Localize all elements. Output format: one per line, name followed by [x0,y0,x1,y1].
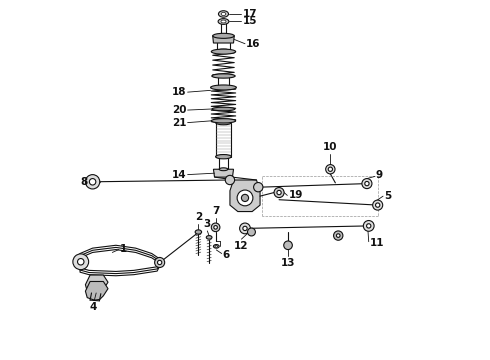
Text: 12: 12 [233,241,248,251]
Text: 2: 2 [195,212,202,222]
Text: 8: 8 [81,177,88,187]
Polygon shape [214,169,234,177]
Ellipse shape [217,49,230,53]
Circle shape [375,203,380,207]
Circle shape [277,190,281,195]
Ellipse shape [219,11,228,17]
Circle shape [240,223,250,234]
Ellipse shape [206,235,212,239]
Circle shape [85,175,100,189]
Circle shape [274,188,284,198]
Text: 18: 18 [172,87,187,97]
Circle shape [284,241,293,249]
Circle shape [237,190,253,206]
Circle shape [77,258,84,265]
Text: 1: 1 [120,244,127,254]
Circle shape [328,167,333,171]
Circle shape [242,194,248,202]
Ellipse shape [215,246,218,247]
Ellipse shape [212,107,235,111]
Circle shape [225,175,235,185]
Text: 10: 10 [323,142,338,152]
Ellipse shape [216,121,231,125]
Circle shape [373,200,383,210]
Polygon shape [230,180,260,212]
Circle shape [214,226,218,229]
Circle shape [243,226,247,230]
Polygon shape [85,275,108,294]
Text: 20: 20 [172,105,187,115]
Ellipse shape [216,154,231,159]
Circle shape [73,254,89,270]
Circle shape [157,260,162,265]
Circle shape [326,165,335,174]
Polygon shape [213,36,234,43]
Circle shape [211,223,220,231]
Text: 6: 6 [223,249,230,260]
Text: 3: 3 [204,220,211,229]
Text: 4: 4 [90,302,98,312]
Text: 21: 21 [172,118,187,128]
Ellipse shape [219,168,228,171]
Ellipse shape [195,230,201,234]
Ellipse shape [219,86,228,89]
Text: 15: 15 [243,17,257,27]
Ellipse shape [221,12,226,15]
Ellipse shape [212,74,235,78]
Circle shape [337,234,340,237]
Polygon shape [85,282,108,300]
Ellipse shape [214,244,219,248]
Circle shape [367,224,371,228]
Ellipse shape [211,119,236,123]
Circle shape [254,183,263,192]
Circle shape [365,181,369,186]
Circle shape [362,179,372,189]
Ellipse shape [211,85,236,90]
Ellipse shape [213,33,234,39]
Circle shape [364,221,374,231]
Ellipse shape [211,49,236,54]
Circle shape [89,179,96,185]
Ellipse shape [221,20,226,23]
Text: 19: 19 [289,190,303,201]
Circle shape [334,231,343,240]
Circle shape [247,228,255,236]
Text: 16: 16 [246,39,261,49]
Text: 9: 9 [376,170,383,180]
Text: 13: 13 [281,258,295,268]
Text: 7: 7 [212,206,220,216]
Circle shape [155,257,165,267]
Text: 14: 14 [172,170,187,180]
Ellipse shape [218,19,229,24]
Text: 11: 11 [370,238,384,248]
Text: 5: 5 [384,191,392,201]
Text: 17: 17 [243,9,257,19]
